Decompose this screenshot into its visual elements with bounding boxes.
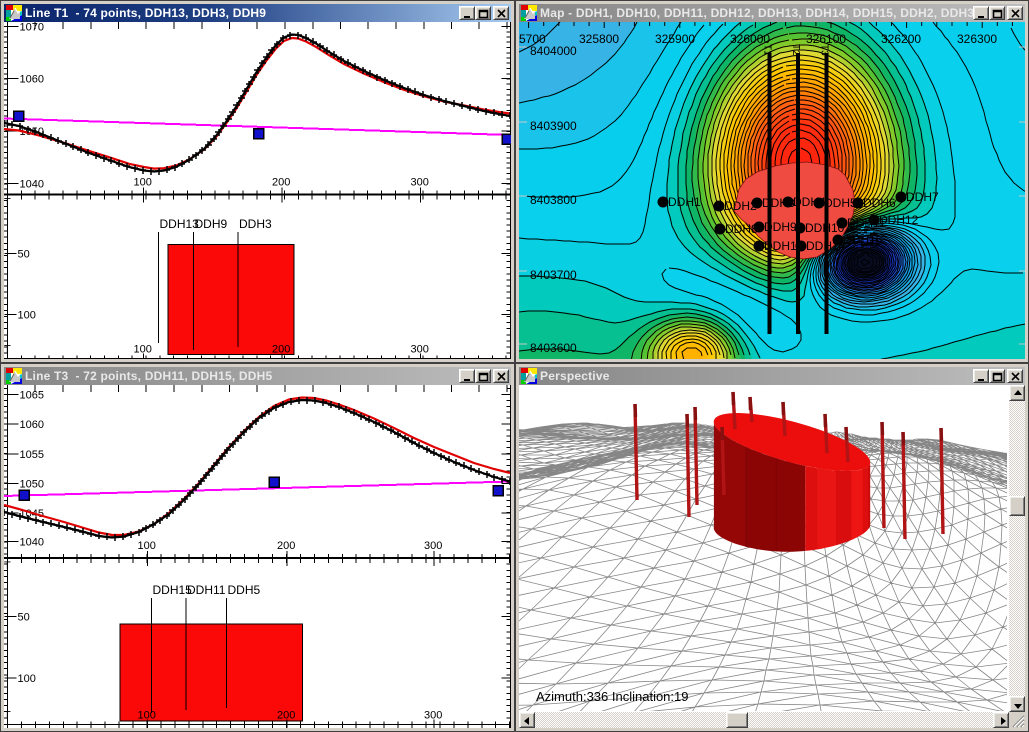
svg-text:300: 300 bbox=[424, 710, 442, 722]
svg-text:1040: 1040 bbox=[20, 537, 44, 549]
svg-text:100: 100 bbox=[134, 177, 152, 189]
svg-text:T: T bbox=[4, 710, 11, 722]
svg-text:50: 50 bbox=[18, 612, 30, 624]
svg-text:DDH6: DDH6 bbox=[863, 196, 896, 210]
svg-text:326000: 326000 bbox=[730, 32, 770, 46]
svg-text:8403700: 8403700 bbox=[530, 268, 577, 282]
svg-text:Azimuth:336 Inclination:19: Azimuth:336 Inclination:19 bbox=[536, 689, 688, 704]
svg-text:DDH13: DDH13 bbox=[160, 217, 200, 231]
svg-text:1055: 1055 bbox=[20, 449, 44, 461]
svg-text:300: 300 bbox=[411, 177, 429, 189]
svg-text:1040: 1040 bbox=[20, 179, 44, 191]
svg-text:T: T bbox=[4, 560, 11, 572]
svg-text:200: 200 bbox=[277, 540, 295, 552]
svg-text:325800: 325800 bbox=[579, 32, 619, 46]
svg-text:1070: 1070 bbox=[20, 22, 44, 34]
svg-text:100: 100 bbox=[138, 710, 156, 722]
svg-text:DDH13: DDH13 bbox=[764, 239, 804, 253]
svg-text:1065: 1065 bbox=[20, 390, 44, 402]
svg-text:DDH5: DDH5 bbox=[228, 583, 261, 597]
svg-text:8403800: 8403800 bbox=[530, 193, 577, 207]
svg-text:DDH12: DDH12 bbox=[879, 213, 919, 227]
svg-text:DDH3: DDH3 bbox=[239, 217, 272, 231]
svg-text:200: 200 bbox=[277, 710, 295, 722]
svg-text:326300: 326300 bbox=[957, 32, 997, 46]
svg-text:DDH15: DDH15 bbox=[843, 233, 883, 247]
svg-text:100: 100 bbox=[18, 310, 36, 322]
svg-text:300: 300 bbox=[411, 344, 429, 356]
svg-text:325900: 325900 bbox=[655, 32, 695, 46]
svg-text:DDH9: DDH9 bbox=[195, 217, 228, 231]
svg-text:DDH11: DDH11 bbox=[187, 583, 226, 597]
svg-text:200: 200 bbox=[272, 177, 290, 189]
svg-text:DDH10: DDH10 bbox=[805, 221, 845, 235]
svg-text:T3: T3 bbox=[818, 44, 829, 56]
svg-text:300: 300 bbox=[424, 540, 442, 552]
svg-text:50: 50 bbox=[18, 249, 30, 261]
svg-text:T: T bbox=[4, 344, 11, 356]
svg-text:100: 100 bbox=[134, 344, 152, 356]
svg-text:8404000: 8404000 bbox=[530, 44, 577, 58]
svg-text:8403900: 8403900 bbox=[530, 119, 577, 133]
svg-text:DDH9: DDH9 bbox=[764, 220, 797, 234]
svg-text:DDH7: DDH7 bbox=[906, 190, 939, 204]
svg-text:DDH15: DDH15 bbox=[153, 583, 193, 597]
svg-text:8403600: 8403600 bbox=[530, 341, 577, 355]
svg-text:DDH1: DDH1 bbox=[668, 195, 701, 209]
svg-text:T: T bbox=[4, 197, 11, 209]
svg-text:T2: T2 bbox=[790, 44, 801, 56]
svg-text:T1: T1 bbox=[762, 44, 773, 56]
svg-text:DDH8: DDH8 bbox=[725, 222, 758, 236]
svg-text:326200: 326200 bbox=[881, 32, 921, 46]
svg-text:200: 200 bbox=[272, 344, 290, 356]
svg-text:100: 100 bbox=[18, 673, 36, 685]
svg-text:326100: 326100 bbox=[806, 32, 846, 46]
svg-text:1050: 1050 bbox=[20, 479, 44, 491]
svg-text:1060: 1060 bbox=[20, 74, 44, 86]
svg-text:DDH5: DDH5 bbox=[824, 196, 857, 210]
svg-text:5700: 5700 bbox=[519, 32, 546, 46]
svg-text:DDH2: DDH2 bbox=[724, 199, 757, 213]
svg-text:1060: 1060 bbox=[20, 419, 44, 431]
svg-text:100: 100 bbox=[138, 540, 156, 552]
